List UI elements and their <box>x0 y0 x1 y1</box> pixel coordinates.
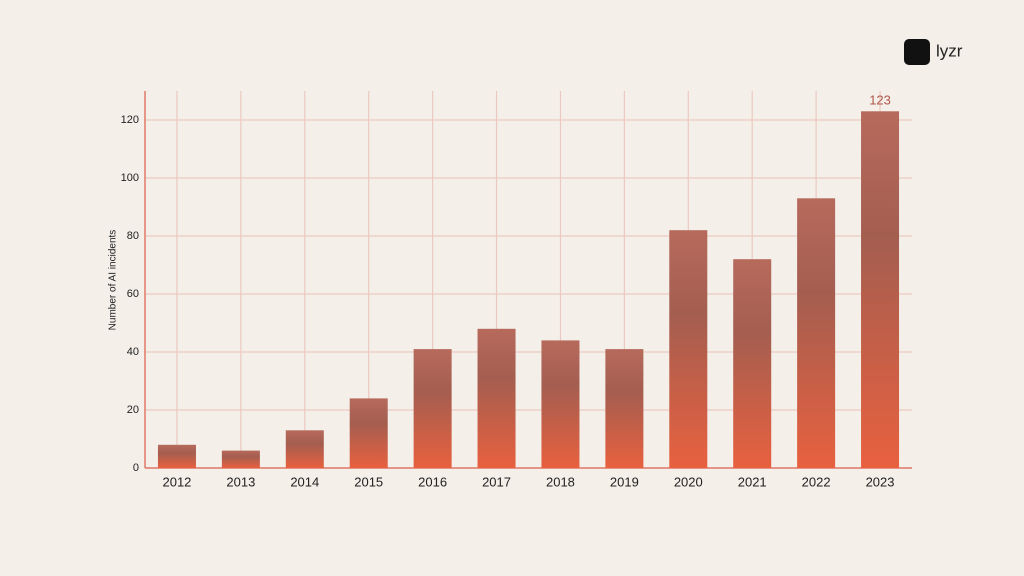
logo-text: lyzr <box>936 41 963 60</box>
data-label: 123 <box>869 93 891 108</box>
y-axis-label: Number of AI incidents <box>108 230 119 331</box>
bar <box>349 398 388 468</box>
x-tick-label: 2020 <box>674 474 703 489</box>
bar <box>797 198 836 469</box>
bar <box>861 111 900 469</box>
x-tick-label: 2013 <box>226 474 255 489</box>
x-tick-label: 2021 <box>738 474 767 489</box>
x-tick-label: 2022 <box>802 474 831 489</box>
y-tick-label: 60 <box>127 288 139 300</box>
logo-icon <box>904 39 930 65</box>
x-tick-label: 2014 <box>290 474 319 489</box>
x-tick-label: 2016 <box>418 474 447 489</box>
bar <box>733 259 772 468</box>
x-tick-label: 2015 <box>354 474 383 489</box>
x-tick-label: 2019 <box>610 474 639 489</box>
y-tick-label: 120 <box>121 114 139 126</box>
x-tick-label: 2017 <box>482 474 511 489</box>
logo: lyzr <box>904 39 963 65</box>
x-tick-label: 2023 <box>866 474 895 489</box>
bar <box>413 349 452 468</box>
y-tick-label: 20 <box>127 404 139 416</box>
y-tick-label: 40 <box>127 346 139 358</box>
y-tick-label: 100 <box>121 172 139 184</box>
bar <box>669 230 708 468</box>
x-tick-label: 2018 <box>546 474 575 489</box>
bar <box>605 349 644 468</box>
bar <box>157 444 196 468</box>
bar <box>221 450 260 468</box>
bar <box>285 430 324 468</box>
y-tick-label: 80 <box>127 230 139 242</box>
bar <box>541 340 580 468</box>
bar <box>477 328 516 468</box>
x-tick-label: 2012 <box>162 474 191 489</box>
y-tick-label: 0 <box>133 462 139 474</box>
